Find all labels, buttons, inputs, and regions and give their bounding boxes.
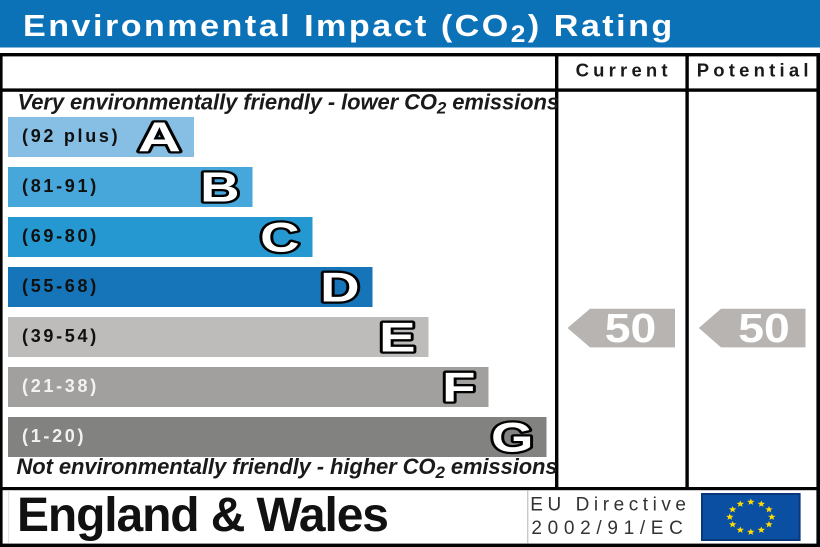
svg-text:F: F bbox=[442, 364, 475, 411]
svg-text:(55-68): (55-68) bbox=[22, 276, 99, 296]
svg-text:2002/91/EC: 2002/91/EC bbox=[531, 518, 683, 539]
svg-text:EU Directive: EU Directive bbox=[530, 494, 686, 515]
svg-text:50: 50 bbox=[605, 305, 657, 351]
svg-text:E: E bbox=[379, 314, 415, 361]
svg-text:B: B bbox=[200, 164, 239, 211]
svg-text:Environmental Impact (CO2) Rat: Environmental Impact (CO2) Rating bbox=[23, 8, 675, 47]
svg-text:(81-91): (81-91) bbox=[22, 176, 99, 196]
svg-text:Current: Current bbox=[576, 60, 672, 81]
svg-text:C: C bbox=[260, 214, 299, 261]
svg-text:A: A bbox=[138, 113, 181, 160]
svg-text:Not environmentally friendly -: Not environmentally friendly - higher CO… bbox=[17, 454, 558, 482]
svg-text:(92 plus): (92 plus) bbox=[22, 126, 120, 146]
svg-text:G: G bbox=[491, 414, 533, 461]
svg-text:(21-38): (21-38) bbox=[22, 376, 99, 396]
svg-text:Very environmentally friendly: Very environmentally friendly - lower CO… bbox=[18, 90, 560, 118]
svg-text:Potential: Potential bbox=[697, 60, 813, 81]
svg-text:D: D bbox=[320, 264, 359, 311]
svg-text:England & Wales: England & Wales bbox=[17, 489, 389, 542]
svg-text:50: 50 bbox=[738, 305, 790, 351]
svg-text:(39-54): (39-54) bbox=[22, 326, 99, 346]
svg-text:(69-80): (69-80) bbox=[22, 226, 99, 246]
svg-text:(1-20): (1-20) bbox=[22, 426, 86, 446]
